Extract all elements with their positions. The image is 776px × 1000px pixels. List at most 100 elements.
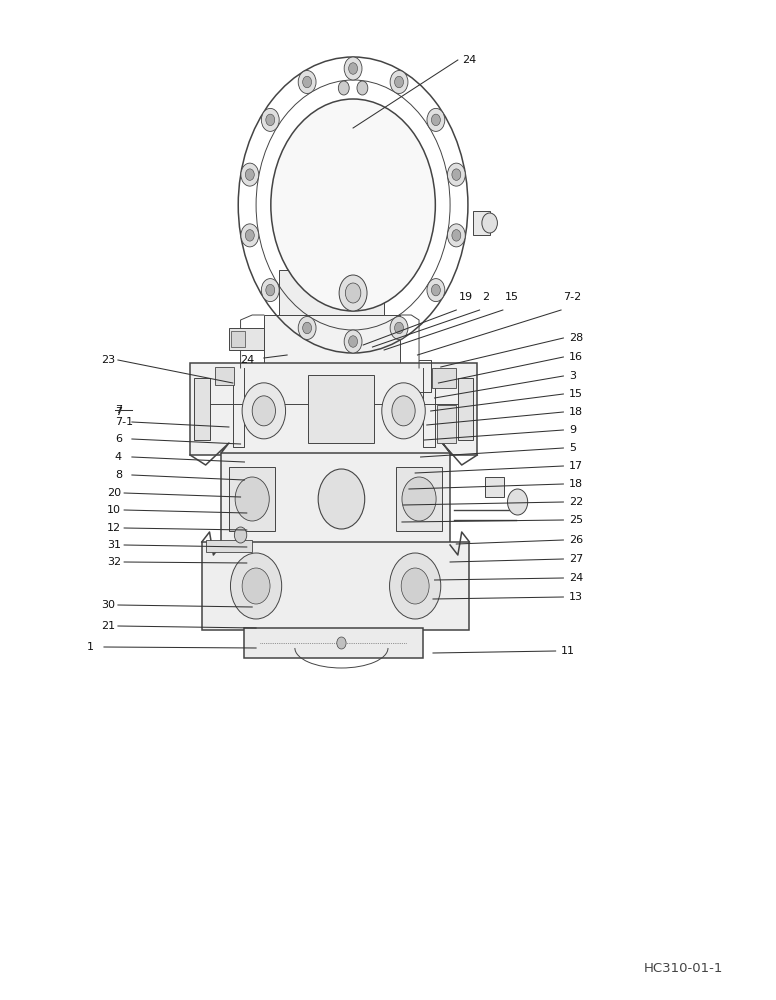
Text: 13: 13 [569,592,583,602]
Text: 6: 6 [115,434,122,444]
Circle shape [230,553,282,619]
Circle shape [245,230,255,241]
Circle shape [266,284,275,296]
Circle shape [431,114,440,126]
Circle shape [390,316,408,339]
FancyBboxPatch shape [206,540,252,552]
Circle shape [357,81,368,95]
Text: 28: 28 [569,333,583,343]
Text: 3: 3 [569,371,576,381]
Circle shape [348,336,358,347]
Circle shape [448,224,466,247]
Circle shape [339,275,367,311]
Circle shape [298,316,316,339]
Circle shape [262,108,279,131]
Circle shape [344,330,362,353]
Circle shape [318,469,365,529]
FancyBboxPatch shape [437,405,456,443]
Circle shape [431,284,440,296]
Text: 16: 16 [569,352,583,362]
Text: 12: 12 [107,523,121,533]
Circle shape [235,477,269,521]
FancyBboxPatch shape [264,315,400,370]
Text: 25: 25 [569,515,583,525]
Text: 19: 19 [459,292,473,302]
Circle shape [452,230,461,241]
Circle shape [348,63,358,74]
Circle shape [337,637,346,649]
Text: 17: 17 [569,461,583,471]
FancyBboxPatch shape [231,331,245,347]
Circle shape [448,163,466,186]
Text: 23: 23 [101,355,115,365]
Circle shape [242,383,286,439]
FancyBboxPatch shape [190,363,477,455]
Text: 22: 22 [569,497,583,507]
Text: 32: 32 [107,557,121,567]
Circle shape [303,76,312,88]
Circle shape [402,477,436,521]
Text: 24: 24 [569,573,583,583]
Circle shape [298,71,316,94]
Text: 30: 30 [101,600,115,610]
Text: 18: 18 [569,479,583,489]
FancyBboxPatch shape [202,542,469,630]
Circle shape [394,322,404,334]
Circle shape [345,283,361,303]
FancyBboxPatch shape [221,453,450,545]
Circle shape [427,108,445,131]
Text: 7-2: 7-2 [563,292,582,302]
Text: 1: 1 [87,642,94,652]
FancyBboxPatch shape [194,378,210,440]
Circle shape [452,169,461,180]
Text: 9: 9 [569,425,576,435]
FancyBboxPatch shape [458,378,473,440]
Circle shape [234,527,247,543]
FancyBboxPatch shape [485,477,504,497]
Circle shape [262,279,279,302]
Circle shape [338,81,349,95]
Text: 15: 15 [569,389,583,399]
Text: 21: 21 [101,621,115,631]
Circle shape [508,489,528,515]
FancyBboxPatch shape [229,328,264,350]
Circle shape [241,163,258,186]
Circle shape [303,322,312,334]
Text: 5: 5 [569,443,576,453]
Text: 4: 4 [115,452,122,462]
Text: 7: 7 [115,405,122,415]
Circle shape [252,396,275,426]
Circle shape [242,568,270,604]
Text: 11: 11 [561,646,575,656]
FancyBboxPatch shape [473,211,490,235]
FancyBboxPatch shape [229,467,275,531]
Text: HC310-01-1: HC310-01-1 [644,962,723,975]
Circle shape [482,213,497,233]
Circle shape [401,568,429,604]
Text: 15: 15 [505,292,519,302]
Circle shape [271,99,435,311]
Text: 26: 26 [569,535,583,545]
Circle shape [245,169,255,180]
Text: 7: 7 [115,407,122,417]
Text: 24: 24 [241,355,255,365]
Text: 20: 20 [107,488,121,498]
Circle shape [241,224,258,247]
Circle shape [392,396,415,426]
FancyBboxPatch shape [244,628,423,658]
Circle shape [382,383,425,439]
Text: 24: 24 [462,55,476,65]
Text: 7-1: 7-1 [115,417,133,427]
Circle shape [266,114,275,126]
FancyBboxPatch shape [215,367,234,385]
Text: 2: 2 [482,292,489,302]
Text: 10: 10 [107,505,121,515]
FancyBboxPatch shape [432,368,456,388]
Text: 27: 27 [569,554,583,564]
FancyBboxPatch shape [396,467,442,531]
Text: 8: 8 [115,470,122,480]
Text: 18: 18 [569,407,583,417]
Text: 31: 31 [107,540,121,550]
Circle shape [390,553,441,619]
Circle shape [427,279,445,302]
